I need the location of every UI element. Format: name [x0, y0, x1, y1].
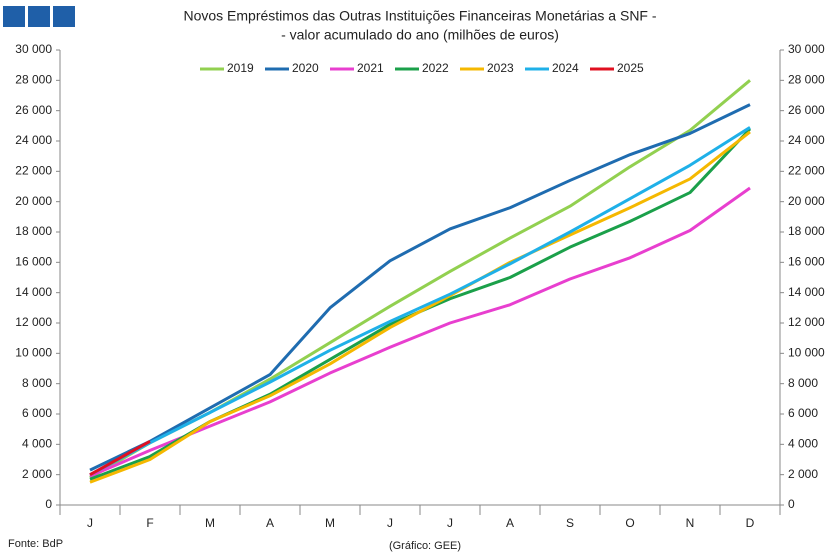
legend-label: 2019 — [227, 61, 254, 75]
y-tick-label: 22 000 — [15, 164, 52, 178]
y-tick-label: 20 000 — [15, 194, 52, 208]
y-tick-label-right: 8 000 — [788, 376, 818, 390]
y-tick-label-right: 20 000 — [788, 194, 825, 208]
legend-label: 2023 — [487, 61, 514, 75]
y-tick-label-right: 2 000 — [788, 467, 818, 481]
legend-label: 2021 — [357, 61, 384, 75]
x-tick-label: M — [325, 516, 335, 530]
x-tick-label: F — [146, 516, 153, 530]
chart-title: - valor acumulado do ano (milhões de eur… — [281, 27, 559, 43]
chart-title: Novos Empréstimos das Outras Instituiçõe… — [183, 8, 656, 24]
x-tick-label: J — [87, 516, 93, 530]
y-tick-label-right: 10 000 — [788, 346, 825, 360]
x-tick-label: A — [506, 516, 514, 530]
y-tick-label-right: 4 000 — [788, 437, 818, 451]
y-tick-label-right: 22 000 — [788, 164, 825, 178]
y-tick-label-right: 14 000 — [788, 285, 825, 299]
legend-label: 2025 — [617, 61, 644, 75]
series-line — [89, 103, 751, 472]
y-tick-label: 8 000 — [22, 376, 52, 390]
logo-square — [53, 6, 75, 27]
x-tick-label: O — [625, 516, 634, 530]
x-tick-label: J — [387, 516, 393, 530]
x-tick-label: N — [686, 516, 695, 530]
legend-label: 2022 — [422, 61, 449, 75]
y-tick-label: 10 000 — [15, 346, 52, 360]
y-tick-label: 6 000 — [22, 406, 52, 420]
logo-square — [28, 6, 50, 27]
series-line — [89, 186, 751, 478]
y-tick-label-right: 0 — [788, 497, 795, 511]
y-tick-label: 28 000 — [15, 73, 52, 87]
series-line — [89, 130, 751, 484]
y-tick-label: 18 000 — [15, 224, 52, 238]
x-tick-label: M — [205, 516, 215, 530]
y-tick-label-right: 28 000 — [788, 73, 825, 87]
x-tick-label: S — [566, 516, 574, 530]
y-tick-label-right: 16 000 — [788, 255, 825, 269]
y-tick-label: 12 000 — [15, 315, 52, 329]
series-line — [89, 126, 751, 476]
y-tick-label-right: 30 000 — [788, 42, 825, 56]
y-tick-label: 4 000 — [22, 437, 52, 451]
logo-square — [3, 6, 25, 27]
x-tick-label: J — [447, 516, 453, 530]
source: Fonte: BdP — [8, 538, 63, 550]
y-tick-label-right: 18 000 — [788, 224, 825, 238]
y-tick-label: 0 — [45, 497, 52, 511]
y-tick-label: 30 000 — [15, 42, 52, 56]
y-tick-label-right: 12 000 — [788, 315, 825, 329]
y-tick-label: 26 000 — [15, 103, 52, 117]
credit: (Gráfico: GEE) — [389, 540, 461, 552]
y-tick-label-right: 6 000 — [788, 406, 818, 420]
y-tick-label-right: 24 000 — [788, 133, 825, 147]
legend-label: 2024 — [552, 61, 579, 75]
y-tick-label-right: 26 000 — [788, 103, 825, 117]
y-tick-label: 2 000 — [22, 467, 52, 481]
x-tick-label: D — [746, 516, 755, 530]
y-tick-label: 24 000 — [15, 133, 52, 147]
x-tick-label: A — [266, 516, 274, 530]
series-line — [89, 127, 752, 481]
series-line — [89, 439, 151, 476]
y-tick-label: 14 000 — [15, 285, 52, 299]
y-tick-label: 16 000 — [15, 255, 52, 269]
legend-label: 2020 — [292, 61, 319, 75]
